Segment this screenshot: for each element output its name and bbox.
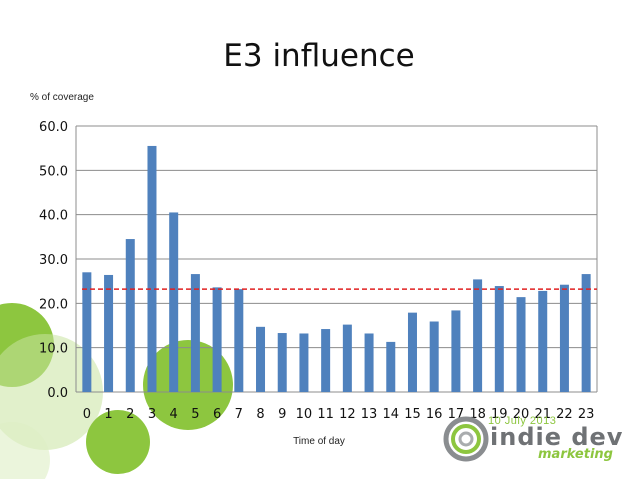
logo-date: 10 July 2013 bbox=[488, 415, 557, 427]
bar-hour-21 bbox=[538, 290, 548, 392]
x-tick-label: 12 bbox=[339, 407, 356, 422]
y-axis-caption: % of coverage bbox=[30, 92, 94, 103]
bar-hour-8 bbox=[256, 326, 266, 392]
x-tick-label: 11 bbox=[317, 407, 334, 422]
bar-hour-12 bbox=[342, 324, 352, 392]
bar-hour-17 bbox=[451, 310, 461, 392]
bar-hour-18 bbox=[473, 279, 483, 392]
bar-hour-4 bbox=[169, 212, 179, 392]
y-tick-labels: 0.0 10.0 20.0 30.0 40.0 50.0 60.0 bbox=[39, 120, 68, 401]
bar-hour-3 bbox=[147, 145, 157, 392]
y-tick-label: 10.0 bbox=[39, 342, 68, 357]
decor-circle-2 bbox=[0, 334, 103, 450]
bar-hour-9 bbox=[277, 333, 287, 392]
x-tick-label: 19 bbox=[491, 407, 508, 422]
gridlines bbox=[75, 125, 598, 393]
y-tick-label: 40.0 bbox=[39, 209, 68, 224]
logo-ring-2 bbox=[451, 424, 481, 454]
logo-name: indie dev bbox=[490, 423, 624, 451]
x-tick-label: 22 bbox=[556, 407, 573, 422]
x-tick-label: 10 bbox=[296, 407, 313, 422]
y-tick-label: 0.0 bbox=[47, 386, 68, 401]
bar-hour-16 bbox=[429, 321, 439, 392]
y-tick-label: 30.0 bbox=[39, 253, 68, 268]
bar-hour-20 bbox=[516, 297, 526, 392]
x-tick-label: 5 bbox=[191, 407, 199, 422]
chart-title: E3 influence bbox=[223, 38, 415, 74]
x-tick-label: 9 bbox=[278, 407, 286, 422]
bar-hour-1 bbox=[104, 274, 114, 392]
decor-circle-5 bbox=[0, 422, 50, 479]
decor-circle-4 bbox=[143, 340, 233, 430]
logo-tagline: marketing bbox=[538, 447, 613, 462]
decor-circle-3 bbox=[86, 410, 150, 474]
bar-hour-6 bbox=[212, 287, 222, 392]
y-tick-label: 20.0 bbox=[39, 297, 68, 312]
x-axis-caption: Time of day bbox=[293, 436, 345, 447]
y-tick-label: 50.0 bbox=[39, 164, 68, 179]
x-tick-label: 2 bbox=[126, 407, 134, 422]
bar-hour-11 bbox=[321, 329, 331, 392]
x-tick-label: 6 bbox=[213, 407, 221, 422]
x-tick-label: 7 bbox=[235, 407, 243, 422]
bar-hour-23 bbox=[581, 274, 591, 392]
bar-hour-13 bbox=[364, 333, 374, 392]
x-tick-label: 16 bbox=[426, 407, 443, 422]
bar-hour-7 bbox=[234, 289, 244, 392]
x-tick-label: 8 bbox=[256, 407, 264, 422]
bars bbox=[82, 145, 591, 392]
bar-hour-10 bbox=[299, 333, 309, 392]
bar-hour-19 bbox=[494, 286, 504, 392]
x-tick-label: 4 bbox=[170, 407, 178, 422]
bar-hour-22 bbox=[559, 284, 569, 392]
bar-hour-15 bbox=[407, 312, 417, 392]
logo-swirl-icon bbox=[443, 416, 489, 462]
bar-hour-14 bbox=[386, 341, 396, 392]
x-tick-label: 3 bbox=[148, 407, 156, 422]
background-decoration bbox=[0, 303, 233, 479]
logo-ring-1 bbox=[443, 416, 489, 462]
x-tick-label: 14 bbox=[382, 407, 399, 422]
bar-hour-0 bbox=[82, 272, 92, 392]
x-tick-label: 20 bbox=[513, 407, 530, 422]
x-tick-label: 21 bbox=[534, 407, 551, 422]
x-tick-labels: 0 1 2 3 4 5 6 7 8 9 10 11 12 13 14 15 16 17 18 19 20 21 22 23 bbox=[83, 407, 595, 422]
logo-ring-3 bbox=[458, 431, 474, 447]
x-tick-label: 1 bbox=[104, 407, 112, 422]
bar-hour-5 bbox=[190, 274, 200, 392]
bar-hour-2 bbox=[125, 239, 135, 392]
x-tick-label: 0 bbox=[83, 407, 91, 422]
x-tick-label: 15 bbox=[404, 407, 421, 422]
x-tick-label: 13 bbox=[361, 407, 378, 422]
y-tick-label: 60.0 bbox=[39, 120, 68, 135]
x-tick-label: 23 bbox=[578, 407, 595, 422]
